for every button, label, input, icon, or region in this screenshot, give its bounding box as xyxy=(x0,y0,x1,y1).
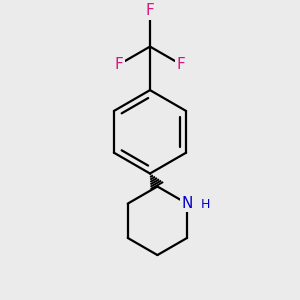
Text: N: N xyxy=(182,196,193,211)
Text: F: F xyxy=(177,57,185,72)
Text: H: H xyxy=(201,198,210,211)
Text: F: F xyxy=(146,3,154,18)
Text: F: F xyxy=(115,57,123,72)
